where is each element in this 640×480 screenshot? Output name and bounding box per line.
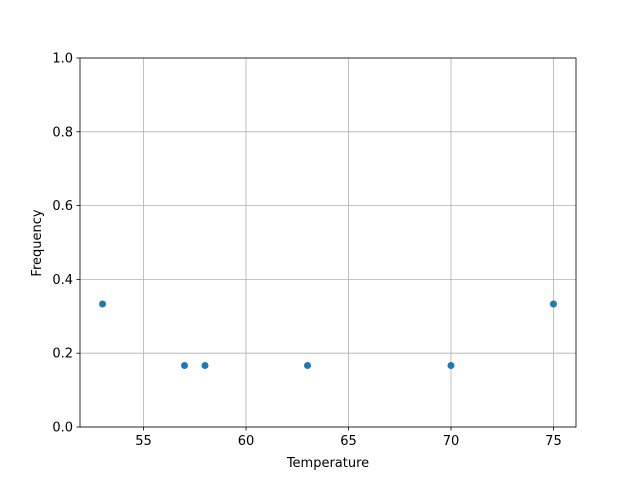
data-point [181,361,189,369]
y-axis-label: Frequency [30,209,45,276]
x-tick-label: 60 [238,434,255,449]
x-axis-label: Temperature [286,456,369,471]
x-tick-label: 75 [545,434,562,449]
data-point [549,300,557,308]
x-tick-label: 55 [135,434,152,449]
x-tick-label: 65 [340,434,357,449]
y-tick-label: 1.0 [52,52,73,67]
data-points [99,300,557,369]
x-tick-label: 70 [443,434,460,449]
data-point [447,361,455,369]
y-tick-label: 0.8 [52,125,73,140]
grid [80,57,576,428]
y-tick-label: 0.6 [52,199,73,214]
y-tick-label: 0.2 [52,347,73,362]
data-point [304,361,312,369]
y-tick-label: 0.0 [52,421,73,436]
data-point [201,361,209,369]
data-point [99,300,107,308]
plot-frame [79,57,577,428]
ticks: 55 60 65 70 75 0.0 0.2 0.4 0.6 0.8 1.0 [52,52,561,450]
y-tick-label: 0.4 [52,273,73,288]
